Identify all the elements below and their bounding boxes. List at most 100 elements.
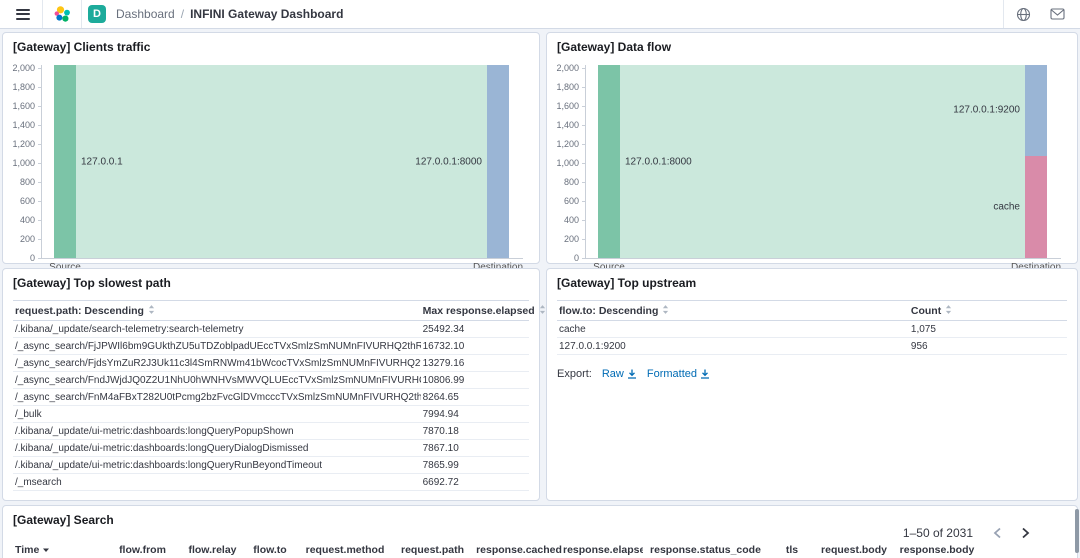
globe-icon	[1016, 7, 1030, 21]
export-raw-link[interactable]: Raw	[602, 368, 637, 380]
search-column-header[interactable]: flow.relay	[188, 544, 237, 556]
cell-key: /_async_search/FjJPWIl6bm9GUkthZU5uTDZob…	[13, 337, 421, 355]
table-row: /.kibana/_update/ui-metric:dashboards:lo…	[13, 456, 529, 474]
y-axis-tick-mark	[582, 105, 586, 107]
panel-title[interactable]: [Gateway] Data flow	[557, 40, 672, 54]
cell-key: /_async_search/FndJWjdJQ0Z2U1NhU0hWNHVsM…	[13, 371, 421, 389]
search-column-header[interactable]: response.body	[899, 544, 975, 556]
pagination-next-button[interactable]	[1013, 521, 1037, 545]
globe-button[interactable]	[1010, 1, 1036, 27]
column-header[interactable]: Count	[908, 300, 1067, 321]
destination-node-label: 127.0.0.1:8000	[415, 156, 482, 167]
table-row: /_async_search/FjJPWIl6bm9GUkthZU5uTDZob…	[13, 337, 529, 355]
sankey-flow-band	[76, 65, 487, 258]
search-column-header[interactable]: flow.from	[119, 544, 166, 556]
dashboard-app-icon[interactable]: D	[88, 5, 106, 23]
search-column-header[interactable]: Time	[5, 544, 100, 556]
panel-title[interactable]: [Gateway] Top slowest path	[13, 276, 171, 290]
search-table-header: Time flow.from flow.relay flow.to request.me…	[5, 544, 1075, 556]
y-axis-tick-label: 800	[19, 176, 35, 187]
y-axis-tick-mark	[582, 200, 586, 202]
y-axis-tick-mark	[582, 143, 586, 145]
cell-value: 16732.10	[420, 337, 529, 355]
divider	[1003, 0, 1004, 28]
elastic-home-button[interactable]	[49, 1, 75, 27]
y-axis-tick-label: 1,600	[556, 100, 579, 111]
menu-hamburger-button[interactable]	[10, 1, 36, 27]
sankey-source-node[interactable]	[598, 65, 620, 258]
search-column-header[interactable]: request.method	[305, 544, 385, 556]
cell-value: 7994.94	[420, 405, 529, 423]
y-axis-tick-label: 600	[563, 195, 579, 206]
table-row: /.kibana/_update/ui-metric:dashboards:lo…	[13, 422, 529, 440]
panel-title[interactable]: [Gateway] Clients traffic	[13, 40, 151, 54]
cell-value: 7865.99	[420, 456, 529, 474]
panel-data-flow: [Gateway] Data flow 0 200 400 600 800 1,000 1,…	[546, 32, 1078, 273]
cell-key: /.kibana/_update/ui-metric:dashboards:lo…	[13, 456, 421, 474]
hamburger-icon	[16, 6, 30, 22]
y-axis-tick-label: 1,800	[556, 81, 579, 92]
mail-icon	[1049, 8, 1065, 20]
elastic-logo-icon	[54, 5, 70, 22]
y-axis-tick-mark	[582, 258, 586, 259]
sankey-source-node[interactable]	[54, 65, 76, 258]
search-column-header[interactable]: request.path	[400, 544, 464, 556]
y-axis-tick-mark	[582, 181, 586, 183]
sankey-destination-node[interactable]	[487, 65, 509, 258]
sankey-destination-node[interactable]	[1025, 155, 1047, 258]
x-axis-label-destination: Destination	[473, 262, 523, 273]
export-row: Export: Raw Formatted	[557, 368, 1067, 380]
y-axis-tick-mark	[38, 124, 42, 126]
panel-title[interactable]: [Gateway] Top upstream	[557, 276, 697, 290]
breadcrumb-dashboard-link[interactable]: Dashboard	[116, 7, 175, 21]
y-axis-tick-mark	[38, 143, 42, 145]
x-axis-label-destination: Destination	[1011, 262, 1061, 273]
y-axis-tick-label: 200	[19, 233, 35, 244]
sort-descending-icon	[43, 548, 50, 552]
panel-title[interactable]: [Gateway] Search	[13, 513, 114, 527]
clients-traffic-chart: 0 200 400 600 800 1,000 1,200 1,400 1,600 1,800 2,…	[12, 63, 529, 273]
export-formatted-link[interactable]: Formatted	[647, 368, 710, 380]
pagination-range-label: 1–50 of 2031	[902, 526, 973, 540]
y-axis-tick-mark	[38, 181, 42, 183]
column-header[interactable]: flow.to: Descending	[557, 300, 909, 321]
table-row: /_bulk 7994.94	[13, 405, 529, 423]
column-header[interactable]: request.path: Descending	[13, 300, 421, 321]
table-row: /_async_search/FndJWjdJQ0Z2U1NhU0hWNHVsM…	[13, 371, 529, 389]
cell-value: 10806.99	[420, 371, 529, 389]
y-axis-tick-mark	[38, 67, 42, 69]
source-node-label: 127.0.0.1:8000	[625, 156, 692, 167]
sankey-destination-node[interactable]	[1025, 65, 1047, 156]
data-table: request.path: Descending Max response.ela…	[13, 300, 545, 491]
column-header[interactable]: Max response.elapsed	[420, 300, 545, 321]
search-column-header[interactable]: response.elapsed	[563, 544, 643, 556]
upstream-table: flow.to: Descending Count cache 1,075 127.0.…	[557, 300, 1067, 355]
chart-plot-area: 0 200 400 600 800 1,000 1,200 1,400 1,600 1,800 2,…	[556, 63, 1061, 273]
search-column-header[interactable]: tls	[785, 544, 799, 556]
cell-key: /_bulk	[13, 405, 421, 423]
cell-value: 956	[908, 337, 1067, 355]
table-row: cache 1,075	[557, 320, 1067, 338]
y-axis-tick-label: 400	[563, 214, 579, 225]
search-column-header[interactable]: flow.to	[253, 544, 287, 556]
mail-button[interactable]	[1044, 1, 1070, 27]
scrollbar-thumb[interactable]	[1075, 509, 1079, 553]
y-axis-tick-label: 1,000	[556, 157, 579, 168]
destination-node-label: 127.0.0.1:9200	[953, 104, 1020, 116]
chart-plot-area: 0 200 400 600 800 1,000 1,200 1,400 1,600 1,800 2,…	[12, 63, 523, 273]
y-axis-tick-label: 1,000	[12, 157, 35, 168]
table-row: /_msearch 6692.72	[13, 473, 529, 491]
y-axis-tick-mark	[582, 238, 586, 240]
search-column-header[interactable]: response.status_code	[650, 544, 761, 556]
pagination-prev-button[interactable]	[985, 521, 1009, 545]
cell-key: cache	[557, 320, 909, 338]
panel-gateway-search: [Gateway] Search 1–50 of 2031 Time flow.f…	[2, 505, 1078, 558]
y-axis-tick-label: 1,600	[12, 100, 35, 111]
search-column-header[interactable]: response.cached	[476, 544, 562, 556]
table-row: 127.0.0.1:9200 956	[557, 337, 1067, 355]
x-axis-label-source: Source	[49, 262, 81, 273]
cell-key: /.kibana/_update/search-telemetry:search…	[13, 320, 421, 338]
cell-value: 13279.16	[420, 354, 529, 372]
cell-value: 7867.10	[420, 439, 529, 457]
search-column-header[interactable]: request.body	[821, 544, 887, 556]
